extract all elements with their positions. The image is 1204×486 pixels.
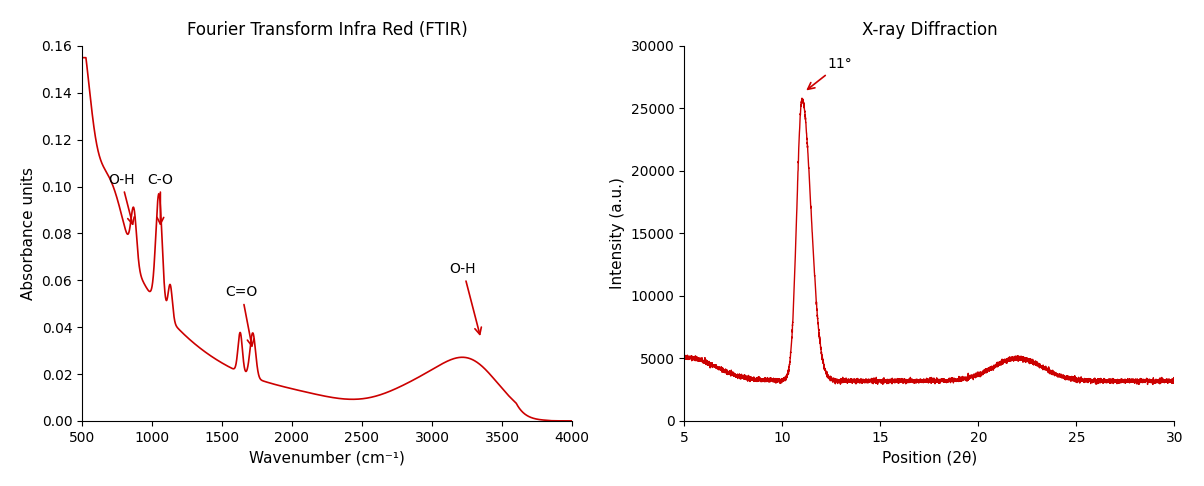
Text: O-H: O-H	[108, 173, 135, 224]
X-axis label: Wavenumber (cm⁻¹): Wavenumber (cm⁻¹)	[249, 450, 405, 465]
Text: C-O: C-O	[147, 173, 173, 224]
Y-axis label: Intensity (a.u.): Intensity (a.u.)	[610, 177, 625, 289]
Text: O-H: O-H	[449, 261, 482, 334]
Text: 11°: 11°	[808, 57, 852, 89]
Text: C=O: C=O	[225, 285, 258, 346]
X-axis label: Position (2θ): Position (2θ)	[881, 450, 978, 465]
Title: Fourier Transform Infra Red (FTIR): Fourier Transform Infra Red (FTIR)	[187, 21, 467, 39]
Title: X-ray Diffraction: X-ray Diffraction	[862, 21, 997, 39]
Y-axis label: Absorbance units: Absorbance units	[20, 167, 36, 300]
